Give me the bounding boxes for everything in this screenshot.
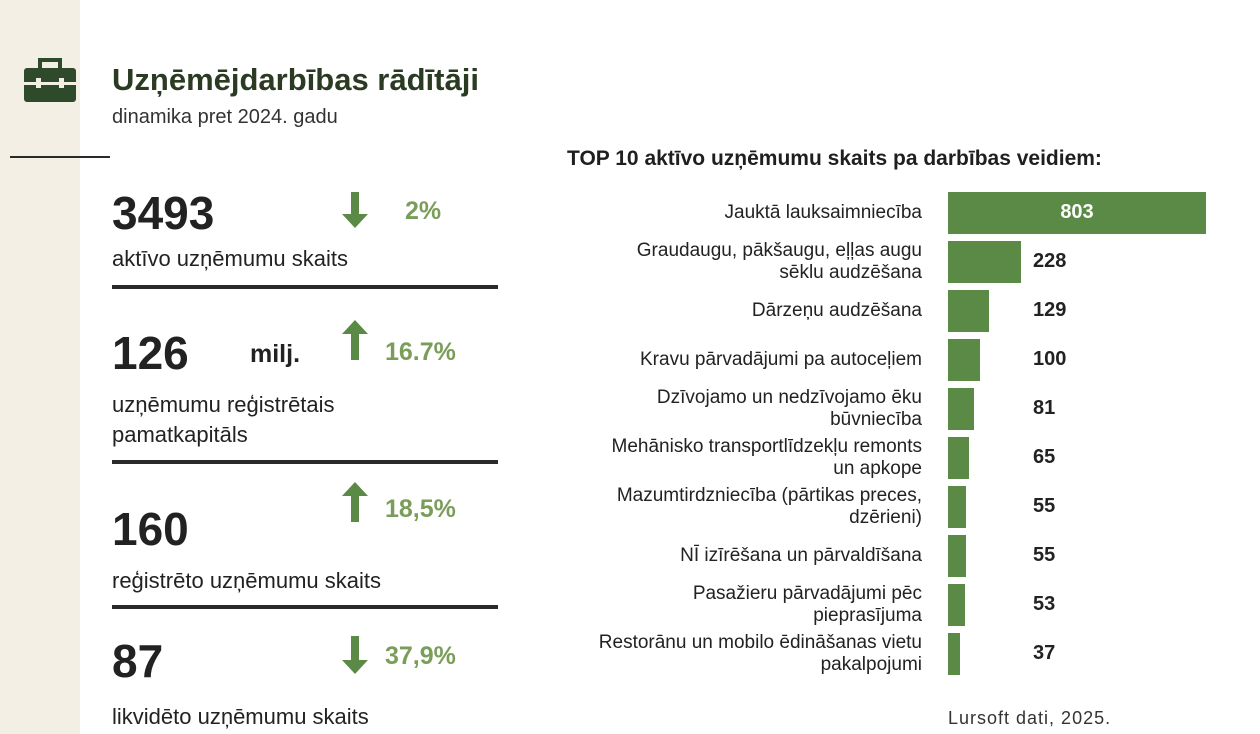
- divider: [112, 285, 498, 289]
- category-label: Pasažieru pārvadājumi pēc pieprasījuma: [692, 583, 922, 626]
- kpi-label: likvidēto uzņēmumu skaits: [112, 704, 369, 729]
- kpi-change: 37,9%: [385, 642, 456, 670]
- category-label: Restorānu un mobilo ēdināšanas vietu pak…: [598, 632, 922, 675]
- chart-title: TOP 10 aktīvo uzņēmumu skaits pa darbība…: [567, 147, 1102, 170]
- value-label: 55: [1033, 495, 1056, 517]
- category-label: Dārzeņu audzēšana: [751, 300, 922, 321]
- kpi-value: 126: [112, 327, 189, 379]
- category-label: Dzīvojamo un nedzīvojamo ēku būvniecība: [656, 387, 922, 430]
- kpi-change: 16.7%: [385, 338, 456, 366]
- divider: [112, 605, 498, 609]
- briefcase-icon: [24, 58, 76, 102]
- category-label: Kravu pārvadājumi pa autoceļiem: [640, 349, 922, 370]
- kpi-label: reģistrēto uzņēmumu skaits: [112, 568, 381, 593]
- arrow-up: [342, 320, 368, 360]
- kpi-label: aktīvo uzņēmumu skaits: [112, 246, 348, 271]
- value-label: 55: [1033, 544, 1056, 566]
- kpi-value: 87: [112, 635, 164, 687]
- kpi-unit: milj.: [250, 340, 301, 368]
- arrow-down: [342, 636, 368, 674]
- value-label: 129: [1033, 299, 1067, 321]
- kpi-change: 18,5%: [385, 495, 456, 523]
- bar: [948, 633, 960, 675]
- bar: [948, 339, 981, 381]
- kpi-value: 3493: [112, 187, 215, 239]
- category-label: NĪ izīrēšana un pārvaldīšana: [680, 545, 922, 566]
- value-label: 100: [1033, 348, 1067, 370]
- bar: [948, 584, 966, 626]
- kpi-label: uzņēmumu reģistrētais pamatkapitāls: [112, 392, 335, 447]
- side-strip: [0, 0, 80, 734]
- divider: [112, 460, 498, 464]
- rule: [10, 156, 110, 158]
- category-label: Mazumtirdzniecība (pārtikas preces, dzēr…: [616, 485, 922, 528]
- value-label: 53: [1033, 593, 1056, 615]
- category-label: Mehānisko transportlīdzekļu remonts un a…: [611, 436, 922, 479]
- arrow-up: [342, 482, 368, 522]
- category-label: Graudaugu, pākšaugu, eļļas augu sēklu au…: [636, 240, 922, 283]
- source: Lursoft dati, 2025.: [948, 708, 1112, 728]
- bar: [948, 535, 966, 577]
- value-label: 81: [1033, 397, 1056, 419]
- bar: [948, 388, 975, 430]
- bar: [948, 486, 966, 528]
- title: Uzņēmējdarbības rādītāji: [112, 62, 479, 97]
- bar: [948, 241, 1022, 283]
- arrow-down: [342, 192, 368, 228]
- bar: [948, 192, 1206, 234]
- value-label: 803: [1060, 201, 1094, 223]
- bar: [948, 437, 969, 479]
- value-label: 37: [1033, 642, 1056, 664]
- value-label: 228: [1033, 250, 1067, 272]
- value-label: 65: [1033, 446, 1056, 468]
- bar: [948, 290, 990, 332]
- kpi-change: 2%: [405, 197, 442, 225]
- kpi-value: 160: [112, 503, 189, 555]
- subtitle: dinamika pret 2024. gadu: [112, 106, 338, 128]
- category-label: Jauktā lauksaimniecība: [724, 202, 923, 223]
